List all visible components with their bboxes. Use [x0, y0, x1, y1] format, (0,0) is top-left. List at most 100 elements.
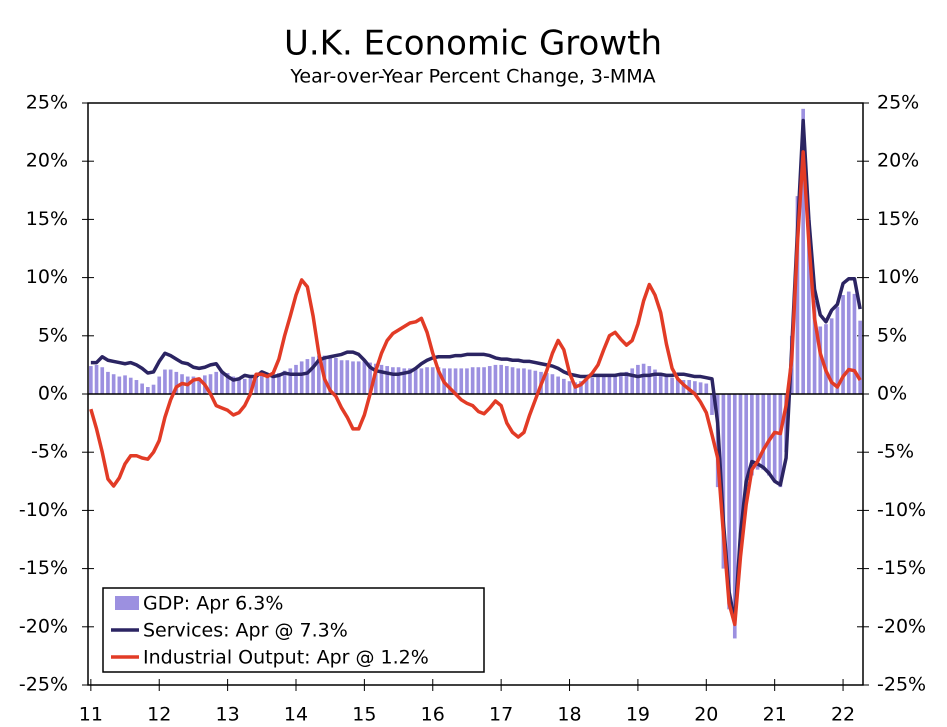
bar [852, 293, 857, 394]
y2-tick-label: 5% [877, 324, 907, 346]
bar [197, 377, 201, 394]
bar [721, 394, 726, 569]
bar [368, 362, 372, 394]
chart-title: U.K. Economic Growth [284, 24, 662, 64]
bar [675, 378, 680, 394]
bar [647, 366, 652, 394]
x-tick-label: 14 [284, 704, 308, 726]
bar [510, 367, 515, 394]
bar [658, 373, 663, 394]
x-tick-label: 13 [216, 704, 240, 726]
bar [505, 366, 509, 394]
bar [761, 394, 766, 470]
bar [413, 368, 418, 394]
y2-tick-label: 25% [877, 92, 919, 114]
bar [259, 373, 264, 394]
bar [208, 374, 213, 394]
bar [408, 368, 412, 394]
bar [248, 377, 253, 394]
bar [430, 367, 435, 394]
legend-swatch [115, 596, 139, 610]
bar [841, 295, 845, 394]
y-tick-label: -25% [19, 674, 68, 696]
bar [282, 370, 287, 394]
y2-tick-label: 15% [877, 208, 919, 230]
bar [242, 378, 247, 394]
bar [499, 364, 503, 394]
bar [807, 219, 811, 394]
bar [254, 375, 258, 394]
bar [271, 375, 276, 394]
bar [562, 378, 566, 394]
bar [846, 291, 851, 394]
bar [157, 376, 162, 394]
bar [516, 368, 521, 394]
bar [299, 361, 304, 394]
bar [670, 377, 674, 394]
bar [493, 364, 498, 394]
bar [641, 363, 646, 394]
bar [117, 376, 122, 394]
bar [772, 394, 777, 482]
y2-tick-label: -10% [877, 499, 926, 521]
bar [402, 368, 407, 394]
bar [704, 383, 709, 394]
bar [630, 368, 635, 394]
x-tick-label: 17 [489, 704, 513, 726]
bar [533, 370, 538, 394]
y2-tick-label: -25% [877, 674, 926, 696]
bar [795, 196, 800, 394]
y-tick-label: -5% [31, 441, 68, 463]
y-tick-label: -15% [19, 557, 68, 579]
chart-subtitle: Year-over-Year Percent Change, 3-MMA [289, 66, 655, 88]
y-tick-label: -20% [19, 615, 68, 637]
bar [755, 394, 760, 470]
bar [550, 374, 555, 394]
bar [744, 394, 749, 499]
bar [396, 367, 401, 394]
y2-tick-label: -5% [877, 441, 914, 463]
bar [191, 376, 196, 394]
x-tick-label: 15 [352, 704, 376, 726]
bar [465, 368, 469, 394]
y2-tick-label: -20% [877, 615, 926, 637]
bar [339, 360, 344, 394]
bar [237, 377, 241, 394]
x-tick-label: 20 [694, 704, 718, 726]
bar [556, 376, 560, 394]
legend-box [102, 587, 485, 673]
bar [436, 367, 441, 394]
bar [288, 368, 293, 394]
bar [316, 355, 321, 394]
legend-label: Industrial Output: Apr @ 1.2% [143, 647, 429, 669]
bar [710, 394, 714, 415]
bar [818, 326, 823, 394]
bar [111, 374, 116, 394]
x-tick-label: 16 [421, 704, 445, 726]
bar [527, 369, 532, 394]
bar [351, 361, 355, 394]
bar [356, 361, 361, 394]
bar [453, 368, 458, 394]
y2-tick-label: 20% [877, 150, 919, 172]
bar [225, 373, 230, 394]
x-tick-label: 19 [626, 704, 650, 726]
bar [727, 394, 731, 610]
bar [379, 364, 384, 394]
x-tick-label: 18 [557, 704, 581, 726]
plot-frame [87, 102, 864, 686]
bar [345, 360, 350, 394]
bar [106, 371, 110, 394]
bar [214, 371, 219, 394]
bar [231, 376, 236, 394]
bar [812, 300, 817, 394]
x-tick-label: 21 [763, 704, 787, 726]
line [89, 150, 862, 627]
bar [784, 394, 788, 453]
y-tick-label: 5% [38, 324, 68, 346]
bar [613, 374, 617, 394]
bar [168, 369, 173, 394]
bar [220, 370, 224, 394]
